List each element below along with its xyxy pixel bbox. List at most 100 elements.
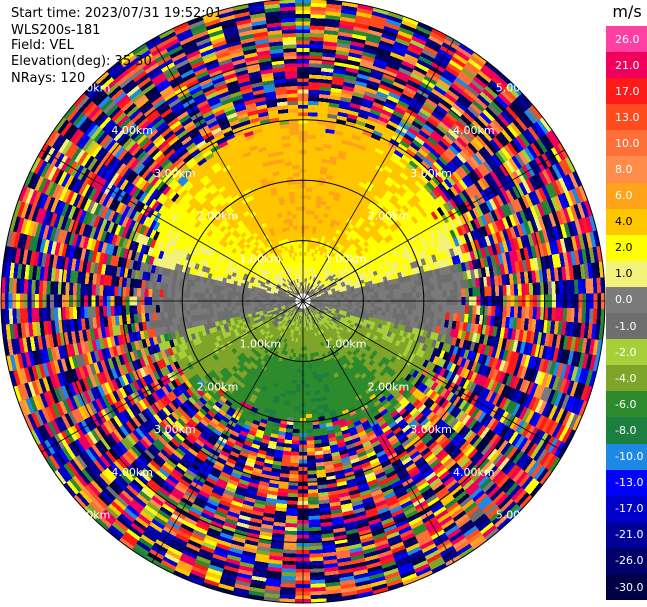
gate-cell [291,383,297,388]
gate-cell [573,204,582,220]
gate-cell [317,185,325,190]
gate-cell [548,165,559,181]
gate-cell [480,177,490,189]
gate-cell [313,294,317,297]
gate-cell [466,158,477,170]
gate-cell [312,222,318,227]
gate-cell [393,202,402,211]
gate-cell [395,283,401,289]
gate-cell [415,291,420,298]
gate-cell [287,378,293,384]
gate-cell [483,126,496,140]
gate-cell [304,365,309,369]
gate-cell [396,210,404,218]
gate-cell [408,249,415,257]
gate-cell [343,212,350,219]
gate-cell [381,134,392,142]
gate-cell [401,194,410,203]
gate-cell [437,311,443,320]
gate-cell [403,86,417,96]
gate-cell [318,302,322,304]
gate-cell [533,204,542,218]
gate-cell [305,398,311,403]
gate-cell [309,289,313,293]
gate-cell [313,214,319,220]
gate-cell [309,63,322,68]
gate-cell [419,175,429,185]
gate-cell [484,85,498,99]
gate-cell [320,293,325,296]
gate-cell [350,198,357,205]
gate-cell [346,63,360,70]
gate-cell [494,306,500,317]
gate-cell [322,288,327,292]
gate-cell [377,310,382,316]
gate-cell [283,549,297,554]
gate-cell [357,144,367,151]
gate-cell [566,251,573,266]
gate-cell [442,232,450,242]
gate-cell [321,298,326,300]
gate-cell [527,270,533,284]
gate-cell [377,140,388,149]
gate-cell [305,387,311,392]
gate-cell [502,108,516,122]
gate-cell [308,229,313,234]
gate-cell [306,282,309,287]
gate-cell [426,193,435,203]
gate-cell [327,194,335,200]
gate-cell [311,276,315,281]
gate-cell [352,251,358,257]
gate-cell [281,568,296,573]
gate-cell [416,59,431,69]
gate-cell [331,289,336,293]
gate-cell [344,302,349,305]
gate-cell [344,156,354,163]
gate-cell [352,240,358,247]
gate-cell [310,237,315,242]
gate-cell [456,46,472,59]
gate-cell [335,288,340,292]
gate-cell [536,119,549,135]
gate-cell [407,199,415,208]
gate-cell [461,305,466,314]
gate-cell [340,170,349,177]
gate-cell [580,201,589,218]
gate-cell [374,147,385,155]
gate-cell [306,290,309,295]
gate-cell [322,216,328,222]
gate-cell [440,259,447,268]
gate-cell [373,224,380,231]
gate-cell [414,279,419,287]
gate-cell [418,244,426,252]
gate-cell [307,275,310,279]
gate-cell [362,220,370,227]
gate-cell [467,142,479,154]
gate-cell [350,138,360,145]
gate-cell [309,36,324,42]
gate-cell [452,103,465,115]
gate-cell [308,368,313,373]
gate-cell [521,130,534,145]
gate-cell [305,286,307,290]
gate-cell [558,307,564,322]
gate-cell [396,34,412,43]
gate-cell [388,187,397,195]
gate-cell [375,221,383,229]
gate-cell [327,280,331,284]
gate-cell [400,293,405,299]
gate-cell [352,30,368,37]
gate-cell [389,88,403,97]
gate-cell [362,258,368,264]
gate-cell [323,143,332,149]
gate-cell [306,432,314,437]
gate-cell [424,215,432,225]
gate-cell [307,462,316,467]
gate-cell [480,247,487,258]
gate-cell [513,98,527,113]
gate-cell [285,393,291,399]
gate-cell [544,255,550,269]
gate-cell [508,214,517,227]
gate-cell [388,55,403,64]
gate-cell [351,37,366,45]
